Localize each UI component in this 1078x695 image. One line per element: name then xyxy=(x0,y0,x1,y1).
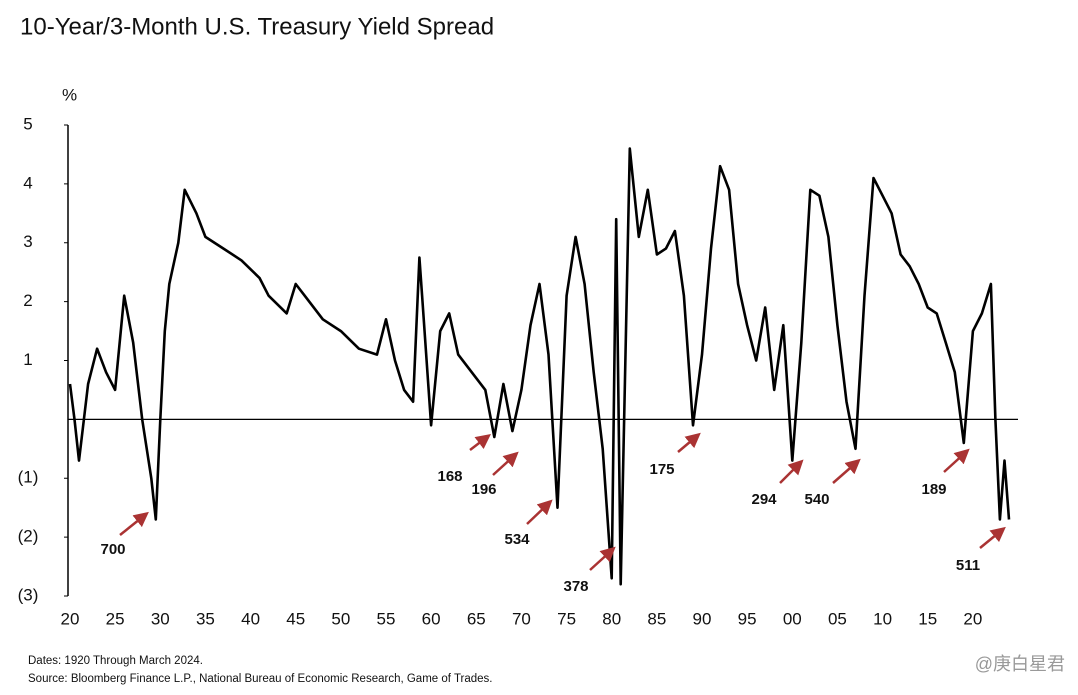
annotation: 700 xyxy=(100,541,125,558)
annotation: 511 xyxy=(956,557,980,574)
x-tick-label: 60 xyxy=(422,609,441,628)
x-tick-label: 65 xyxy=(467,609,486,628)
x-tick-label: 55 xyxy=(377,609,396,628)
x-tick-label: 15 xyxy=(918,609,937,628)
y-tick-label: 2 xyxy=(23,291,32,310)
annotation: 540 xyxy=(804,491,829,508)
y-tick-label: 1 xyxy=(23,350,32,369)
y-tick-label: (3) xyxy=(18,585,39,604)
x-tick-label: 80 xyxy=(602,609,621,628)
x-tick-label: 75 xyxy=(557,609,576,628)
annotation-arrow xyxy=(119,511,149,536)
annotation: 534 xyxy=(504,531,530,548)
annotation-arrow xyxy=(677,432,701,453)
y-tick-label: (2) xyxy=(18,527,39,546)
annotation-arrow xyxy=(492,451,519,476)
line-series xyxy=(68,147,1011,586)
annotation: 175 xyxy=(649,461,674,478)
x-tick-label: 10 xyxy=(873,609,892,628)
x-tick-label: 20 xyxy=(963,609,982,628)
annotation: 378 xyxy=(563,578,588,595)
annotation-arrow xyxy=(979,526,1006,549)
x-tick-label: 35 xyxy=(196,609,215,628)
x-tick-label: 85 xyxy=(647,609,666,628)
chart-title: 10-Year/3-Month U.S. Treasury Yield Spre… xyxy=(20,13,494,40)
annotation: 294 xyxy=(751,491,777,508)
x-tick-label: 45 xyxy=(286,609,305,628)
annotation-arrow xyxy=(832,458,861,484)
x-tick-label: 95 xyxy=(738,609,757,628)
x-tick-label: 70 xyxy=(512,609,531,628)
annotation-arrow xyxy=(943,448,970,473)
annotation: 196 xyxy=(471,481,496,498)
y-axis-label: % xyxy=(62,85,77,104)
x-tick-label: 00 xyxy=(783,609,802,628)
y-tick-label: 3 xyxy=(23,232,32,251)
x-tick-label: 05 xyxy=(828,609,847,628)
annotation: 189 xyxy=(921,481,946,498)
annotation-arrow xyxy=(779,459,804,484)
y-tick-label: 5 xyxy=(23,114,32,133)
x-tick-label: 50 xyxy=(331,609,350,628)
x-tick-label: 25 xyxy=(106,609,125,628)
x-tick-label: 30 xyxy=(151,609,170,628)
y-tick-label: (1) xyxy=(18,468,39,487)
x-tick-label: 90 xyxy=(693,609,712,628)
annotation-arrow xyxy=(526,499,553,525)
annotation-arrow xyxy=(589,546,616,571)
note: Source: Bloomberg Finance L.P., National… xyxy=(28,673,493,685)
annotation-arrow xyxy=(469,433,491,451)
y-tick-label: 4 xyxy=(23,173,32,192)
x-tick-label: 20 xyxy=(61,609,80,628)
watermark: @庚白星君 xyxy=(975,654,1065,674)
x-tick-label: 40 xyxy=(241,609,260,628)
note: Dates: 1920 Through March 2024. xyxy=(28,655,203,667)
annotation: 168 xyxy=(437,468,462,485)
